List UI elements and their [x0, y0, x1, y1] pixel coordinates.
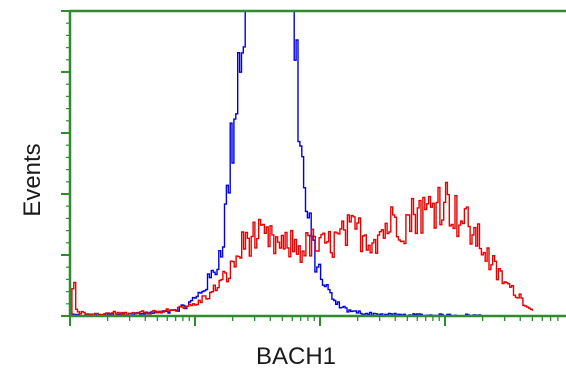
- y-axis-label: Events: [19, 143, 46, 216]
- series-2-line: [70, 181, 534, 316]
- series-1: [70, 11, 483, 316]
- series-2: [70, 181, 534, 316]
- axes: [61, 9, 566, 326]
- x-axis-label: BACH1: [256, 343, 336, 370]
- plot-area: [70, 11, 534, 316]
- series-1-line: [70, 11, 483, 316]
